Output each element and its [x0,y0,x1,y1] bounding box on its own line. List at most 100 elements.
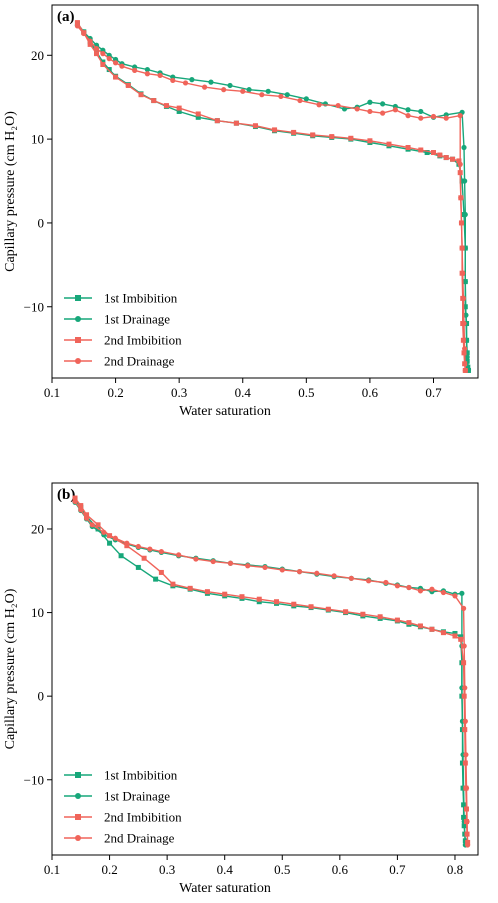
data-point [417,588,424,594]
data-point [348,135,354,141]
data-point [252,123,258,129]
legend-item: 1st Drainage [64,312,170,327]
y-tick-label: 20 [31,521,44,536]
legend-marker [75,835,81,841]
data-point [458,195,464,201]
data-point [458,220,465,226]
data-point [343,609,349,615]
legend-marker [75,295,81,301]
data-point [74,20,80,26]
data-point [457,161,463,167]
x-tick-label: 0.8 [447,862,463,877]
data-point [418,147,424,153]
data-point [458,634,464,640]
legend-marker [75,814,81,820]
legend-item: 2nd Drainage [64,831,175,846]
data-point [94,51,100,57]
plot-frame [51,4,479,379]
data-point [87,41,93,47]
data-point [274,599,280,605]
legend-marker [75,316,81,322]
data-point [461,605,467,611]
data-point [157,72,163,79]
data-point [291,601,297,607]
data-point [430,113,437,120]
data-point [239,594,245,600]
data-point [107,540,113,546]
data-point [297,97,303,104]
legend-marker [75,772,81,778]
data-point [348,575,354,581]
panel-label: (a) [57,9,75,25]
data-point [278,93,284,99]
data-point [147,546,153,552]
data-point [310,132,316,138]
data-point [461,144,467,151]
data-point [144,71,150,77]
x-axis-label: Water saturation [179,881,271,896]
data-point [329,134,335,140]
plot-frame [51,482,479,856]
data-point [187,585,193,591]
legend-item: 2nd Imbibition [64,810,182,825]
data-point [461,320,467,327]
data-point [383,579,389,586]
x-tick-label: 0.2 [101,862,117,877]
x-tick-label: 0.5 [298,385,314,400]
data-point [462,685,468,691]
data-point [87,38,93,44]
data-point [201,84,208,90]
legend-label: 1st Drainage [104,789,170,804]
panel-label: (b) [57,487,75,503]
y-tick-label: −10 [24,772,44,787]
data-point [195,114,201,120]
data-point [394,583,401,589]
data-point [158,548,164,555]
data-point [462,718,468,724]
legend: 1st Imbibition 1st Drainage 2nd Imbibition… [64,768,182,846]
y-tick-label: 0 [38,215,45,230]
data-point [89,522,95,528]
data-point [461,643,467,649]
data-point [78,507,84,513]
data-point [367,99,373,105]
data-point [461,693,467,699]
data-point [457,113,463,119]
data-point [284,92,290,98]
data-point [331,573,337,579]
legend-item: 1st Drainage [64,789,170,804]
legend-label: 2nd Imbibition [104,810,182,825]
data-point [380,101,386,107]
data-point [360,611,366,617]
data-point [100,51,106,57]
data-point [135,564,141,570]
x-tick-label: 0.4 [217,862,234,877]
data-point [456,158,462,164]
data-point [462,279,468,285]
data-point [424,150,430,156]
data-point [335,102,341,109]
data-point [246,87,252,93]
data-point [101,529,107,535]
data-point [124,540,130,546]
data-point [460,295,466,301]
data-point [118,553,124,559]
data-point [125,82,131,88]
legend-marker [75,358,81,364]
data-point [316,102,322,108]
data-point [138,92,144,98]
data-point [81,30,87,37]
data-point [78,503,84,509]
data-point [93,45,100,52]
data-point [95,522,101,528]
data-point [406,584,412,591]
y-tick-label: 10 [31,605,44,620]
data-point [405,144,411,150]
data-point [100,59,106,65]
data-point [465,842,471,848]
y-tick-label: 0 [38,689,45,704]
x-axis-label: Water saturation [179,404,271,419]
data-point [406,620,412,626]
